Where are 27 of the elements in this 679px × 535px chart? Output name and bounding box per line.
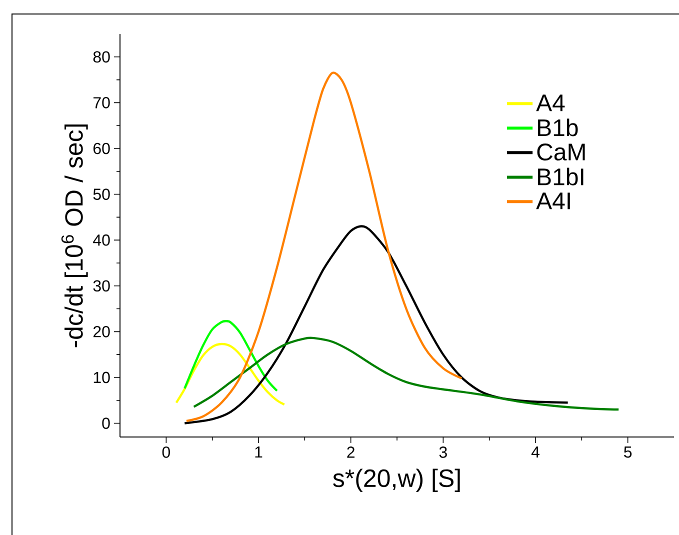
line-series [185,72,463,422]
line-series [184,225,569,424]
x-tick-label: 0 [162,446,170,458]
y-tick-label: 50 [93,188,110,200]
y-tick-label: 80 [93,51,110,63]
y-axis-title: -dc/dt [10$^{6}$ OD / sec] [61,124,88,348]
legend-label: A4I [536,192,570,210]
x-tick-label: 4 [531,446,540,458]
y-tick-label: 70 [93,97,110,108]
y-tick-label: 60 [93,142,110,154]
y-tick-label: 10 [94,372,110,384]
line-series [192,336,620,411]
y-tick-label: 0 [102,418,110,429]
x-tick-label: 5 [624,446,632,458]
y-tick-label: 20 [93,326,110,338]
y-tick-label: 30 [93,280,110,292]
y-tick-label: 40 [93,234,110,246]
legend-label: B1b [538,118,578,136]
line-series [175,342,286,406]
legend-label: CaM [537,144,585,161]
x-tick-label: 2 [347,446,354,458]
x-tick-label: 1 [255,446,262,458]
legend-label: B1bI [538,168,584,186]
line-series [184,320,278,392]
x-tick-label: 3 [439,446,447,458]
x-axis-title: s*(20,w) [S] [333,468,460,492]
legend-label: A4 [536,94,565,112]
